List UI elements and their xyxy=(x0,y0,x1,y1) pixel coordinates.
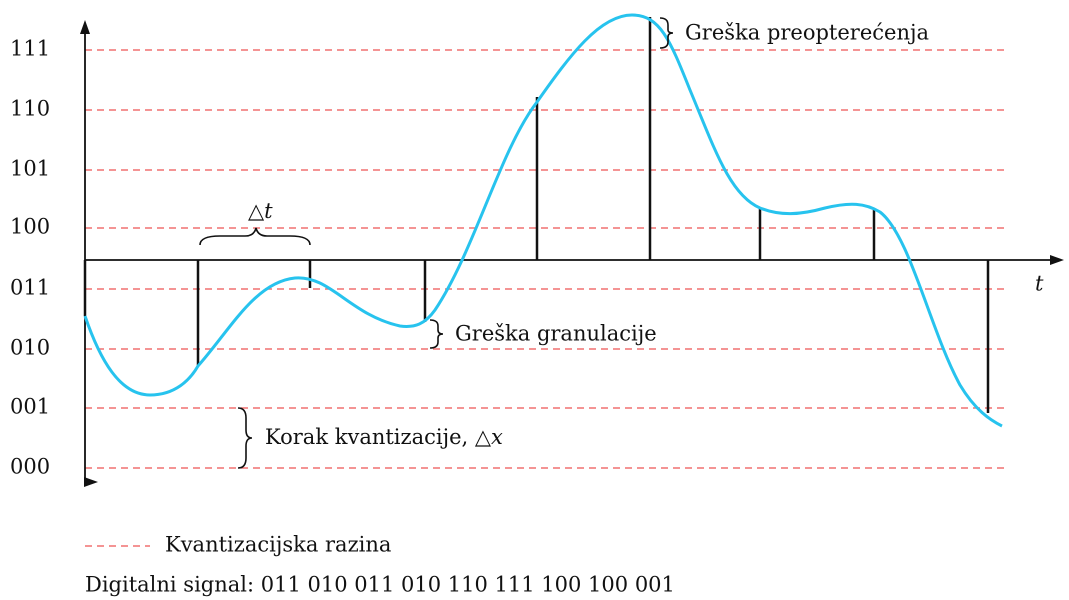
level-label: 100 xyxy=(10,215,50,239)
brace xyxy=(659,17,674,49)
level-lines xyxy=(85,49,1005,469)
brace xyxy=(429,319,444,349)
delta-t: △t xyxy=(248,199,273,223)
brace xyxy=(237,407,253,469)
level-labels: 111 110 101 100 011 010 001 000 xyxy=(10,37,50,479)
level-label: 000 xyxy=(10,455,50,479)
annotation-var: x xyxy=(491,425,503,449)
level-label: 111 xyxy=(10,37,50,61)
annotation: Greška granulacije xyxy=(455,322,657,346)
annotation: Korak kvantizacije, △x xyxy=(265,425,503,449)
delta-var: t xyxy=(264,199,273,223)
delta-symbol: △ xyxy=(248,199,265,223)
level-label: 010 xyxy=(10,336,50,360)
arrow xyxy=(1050,255,1064,265)
level-label: 011 xyxy=(10,276,50,300)
annotation: Greška preopterećenja xyxy=(685,21,929,45)
brace xyxy=(199,227,311,246)
legend-label: Kvantizacijska razina xyxy=(165,533,391,557)
arrow xyxy=(80,20,90,34)
axis-label: t xyxy=(1035,272,1044,296)
analog-signal xyxy=(83,13,1003,428)
digital-signal: Digitalni signal: 011 010 011 010 110 11… xyxy=(85,573,675,597)
level-label: 101 xyxy=(10,157,50,181)
level-label: 001 xyxy=(10,395,50,419)
arrow xyxy=(84,477,98,487)
annotation-text: Korak kvantizacije, △ xyxy=(265,425,492,449)
samples xyxy=(83,17,990,413)
level-label: 110 xyxy=(10,97,50,121)
